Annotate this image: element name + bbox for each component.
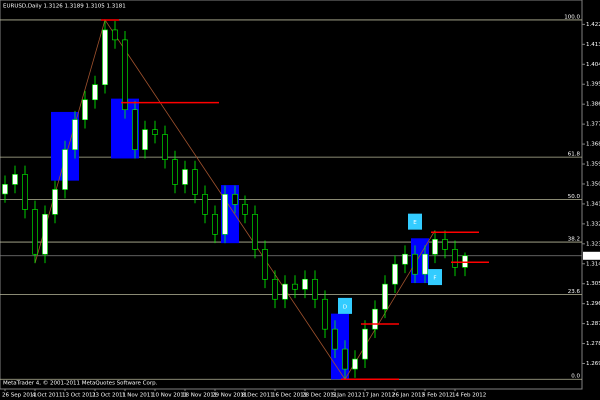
chart-title: EURUSD,Daily 1.3126 1.3189 1.3105 1.3181 [3,4,126,10]
x-tick-label: 8 Dec 2011 [242,393,274,399]
fib-label: 38.2 [568,237,580,243]
footer: MetaTrader 4, © 2001-2011 MetaQuotes Sof… [3,380,158,387]
y-tick-label: 1.3865 [586,102,600,108]
candle-body [282,283,288,300]
x-tick-label: 23 Oct 2011 [92,393,126,399]
candle-body [252,214,258,250]
candle-body [452,249,458,268]
candle-body [112,29,118,41]
y-tick-label: 1.2875 [586,321,600,327]
annotation-label: E [413,220,417,226]
y-tick-label: 1.2965 [586,301,600,307]
x-tick-label: 5 Feb 2012 [422,393,453,399]
candle-body [132,109,138,150]
candle-body [402,253,408,265]
candle-body [62,149,68,190]
candle-body [352,358,358,370]
candle-body [372,308,378,330]
candle-body [82,99,88,120]
x-tick-label: 14 Feb 2012 [452,393,486,399]
y-tick-label: 1.3415 [586,201,600,207]
x-tick-label: 26 Jan 2012 [392,393,425,399]
x-tick-label: 17 Jan 2012 [362,393,395,399]
candle-body [52,189,58,215]
y-tick-label: 1.3685 [586,142,600,148]
annotation-box [338,297,352,314]
candle-body [142,129,148,150]
x-tick-label: 18 Nov 2011 [182,393,217,399]
candle-body [262,249,268,280]
candle-body [412,253,418,275]
plot-frame [0,0,583,390]
x-tick-label: 29 Nov 2011 [212,393,247,399]
candle-body [32,209,38,255]
annotation-box [428,269,442,286]
annotation-box [408,213,422,230]
y-tick-label: 1.2695 [586,361,600,367]
x-tick-label: 16 Dec 2011 [272,393,307,399]
candle-body [152,129,158,135]
candle-body [292,283,298,290]
candle-body [42,214,48,255]
current-price-label: 1.3181 [584,253,600,259]
y-tick-label: 1.3055 [586,281,600,287]
candle-body [162,134,168,160]
candle-body [172,159,178,185]
fib-label: 61.8 [568,152,581,158]
candle-body [12,174,18,185]
candle-body [182,169,188,185]
annotation-label: F [433,276,436,282]
x-tick-label: 1 Nov 2011 [122,393,154,399]
y-tick-label: 1.4225 [586,22,600,28]
candle-body [2,184,8,195]
candle-body [422,253,428,275]
candle-body [242,204,248,215]
y-tick-label: 1.3325 [586,221,600,227]
candle-body [22,174,28,210]
candle-body [442,239,448,250]
x-tick-label: 10 Nov 2011 [152,393,187,399]
fib-label: 0.0 [571,374,580,380]
x-tick-label: 26 Sep 2011 [2,393,37,399]
x-tick-label: 4 Oct 2011 [32,393,63,399]
y-tick-label: 1.2785 [586,341,600,347]
candle-body [122,39,128,111]
x-tick-label: 5 Jan 2012 [332,393,361,399]
current-price-box [583,251,600,260]
y-tick-label: 1.4045 [586,62,600,68]
candle-body [332,328,338,350]
candle-body [92,84,98,101]
y-tick-label: 1.3955 [586,82,600,88]
y-tick-label: 1.3145 [586,261,600,267]
candle-body [322,298,328,330]
candle-body [392,263,398,285]
fib-label: 50.0 [568,194,581,200]
candle-body [432,239,438,255]
y-tick-label: 1.4135 [586,42,600,48]
candle-body [212,214,218,235]
candle-body [72,119,78,150]
candle-body [302,278,308,290]
annotation-label: D [343,304,347,310]
candle-body [342,348,348,370]
candle-body [272,278,278,300]
fib-label: 100.0 [564,14,580,20]
candle-body [232,194,238,205]
x-tick-label: 13 Oct 2011 [62,393,96,399]
y-tick-label: 1.3235 [586,241,600,247]
y-tick-label: 1.3595 [586,162,600,168]
candle-body [222,194,228,235]
candle-body [382,283,388,310]
candle-body [102,29,108,85]
candle-body [192,169,198,195]
candle-body [312,278,318,300]
x-tick-label: 28 Dec 2011 [302,393,337,399]
fib-label: 23.6 [568,289,581,295]
candle-body [362,328,368,360]
y-tick-label: 1.3505 [586,181,600,187]
candle-body [202,194,208,215]
y-tick-label: 1.3775 [586,122,600,128]
